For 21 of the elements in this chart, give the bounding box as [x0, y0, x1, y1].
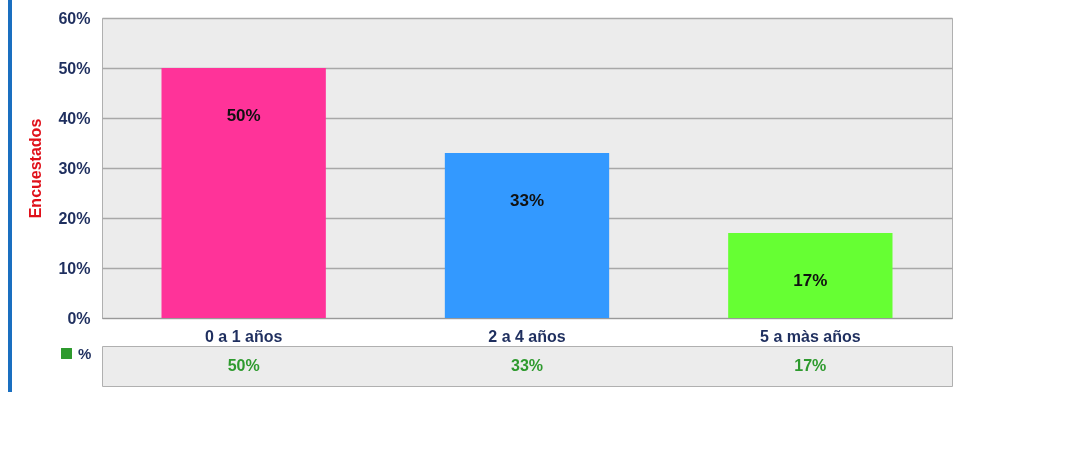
y-axis-title: Encuestados: [27, 118, 45, 219]
text: 33%: [509, 191, 545, 210]
text: %: [78, 344, 92, 362]
x-tick-label: 2 a 4 años: [488, 327, 566, 345]
x-tick-label: 5 a màs años: [760, 327, 861, 345]
text: 17%: [794, 357, 827, 374]
bar: [444, 153, 610, 318]
bar: [161, 68, 326, 318]
bar: [728, 233, 893, 318]
y-tick-label: 10%: [58, 259, 91, 277]
x-tick-label: 0 a 1 años: [204, 327, 283, 345]
y-tick-label: 30%: [58, 159, 91, 177]
y-tick-label: 60%: [58, 9, 91, 27]
text: 50%: [227, 357, 260, 374]
y-tick-label: 0%: [67, 309, 91, 327]
text: 50%: [226, 106, 261, 125]
text: 33%: [510, 357, 544, 374]
y-tick-label: 50%: [58, 59, 91, 77]
text: 17%: [793, 271, 828, 290]
y-tick-label: 40%: [58, 109, 91, 127]
y-tick-label: 20%: [58, 209, 91, 227]
